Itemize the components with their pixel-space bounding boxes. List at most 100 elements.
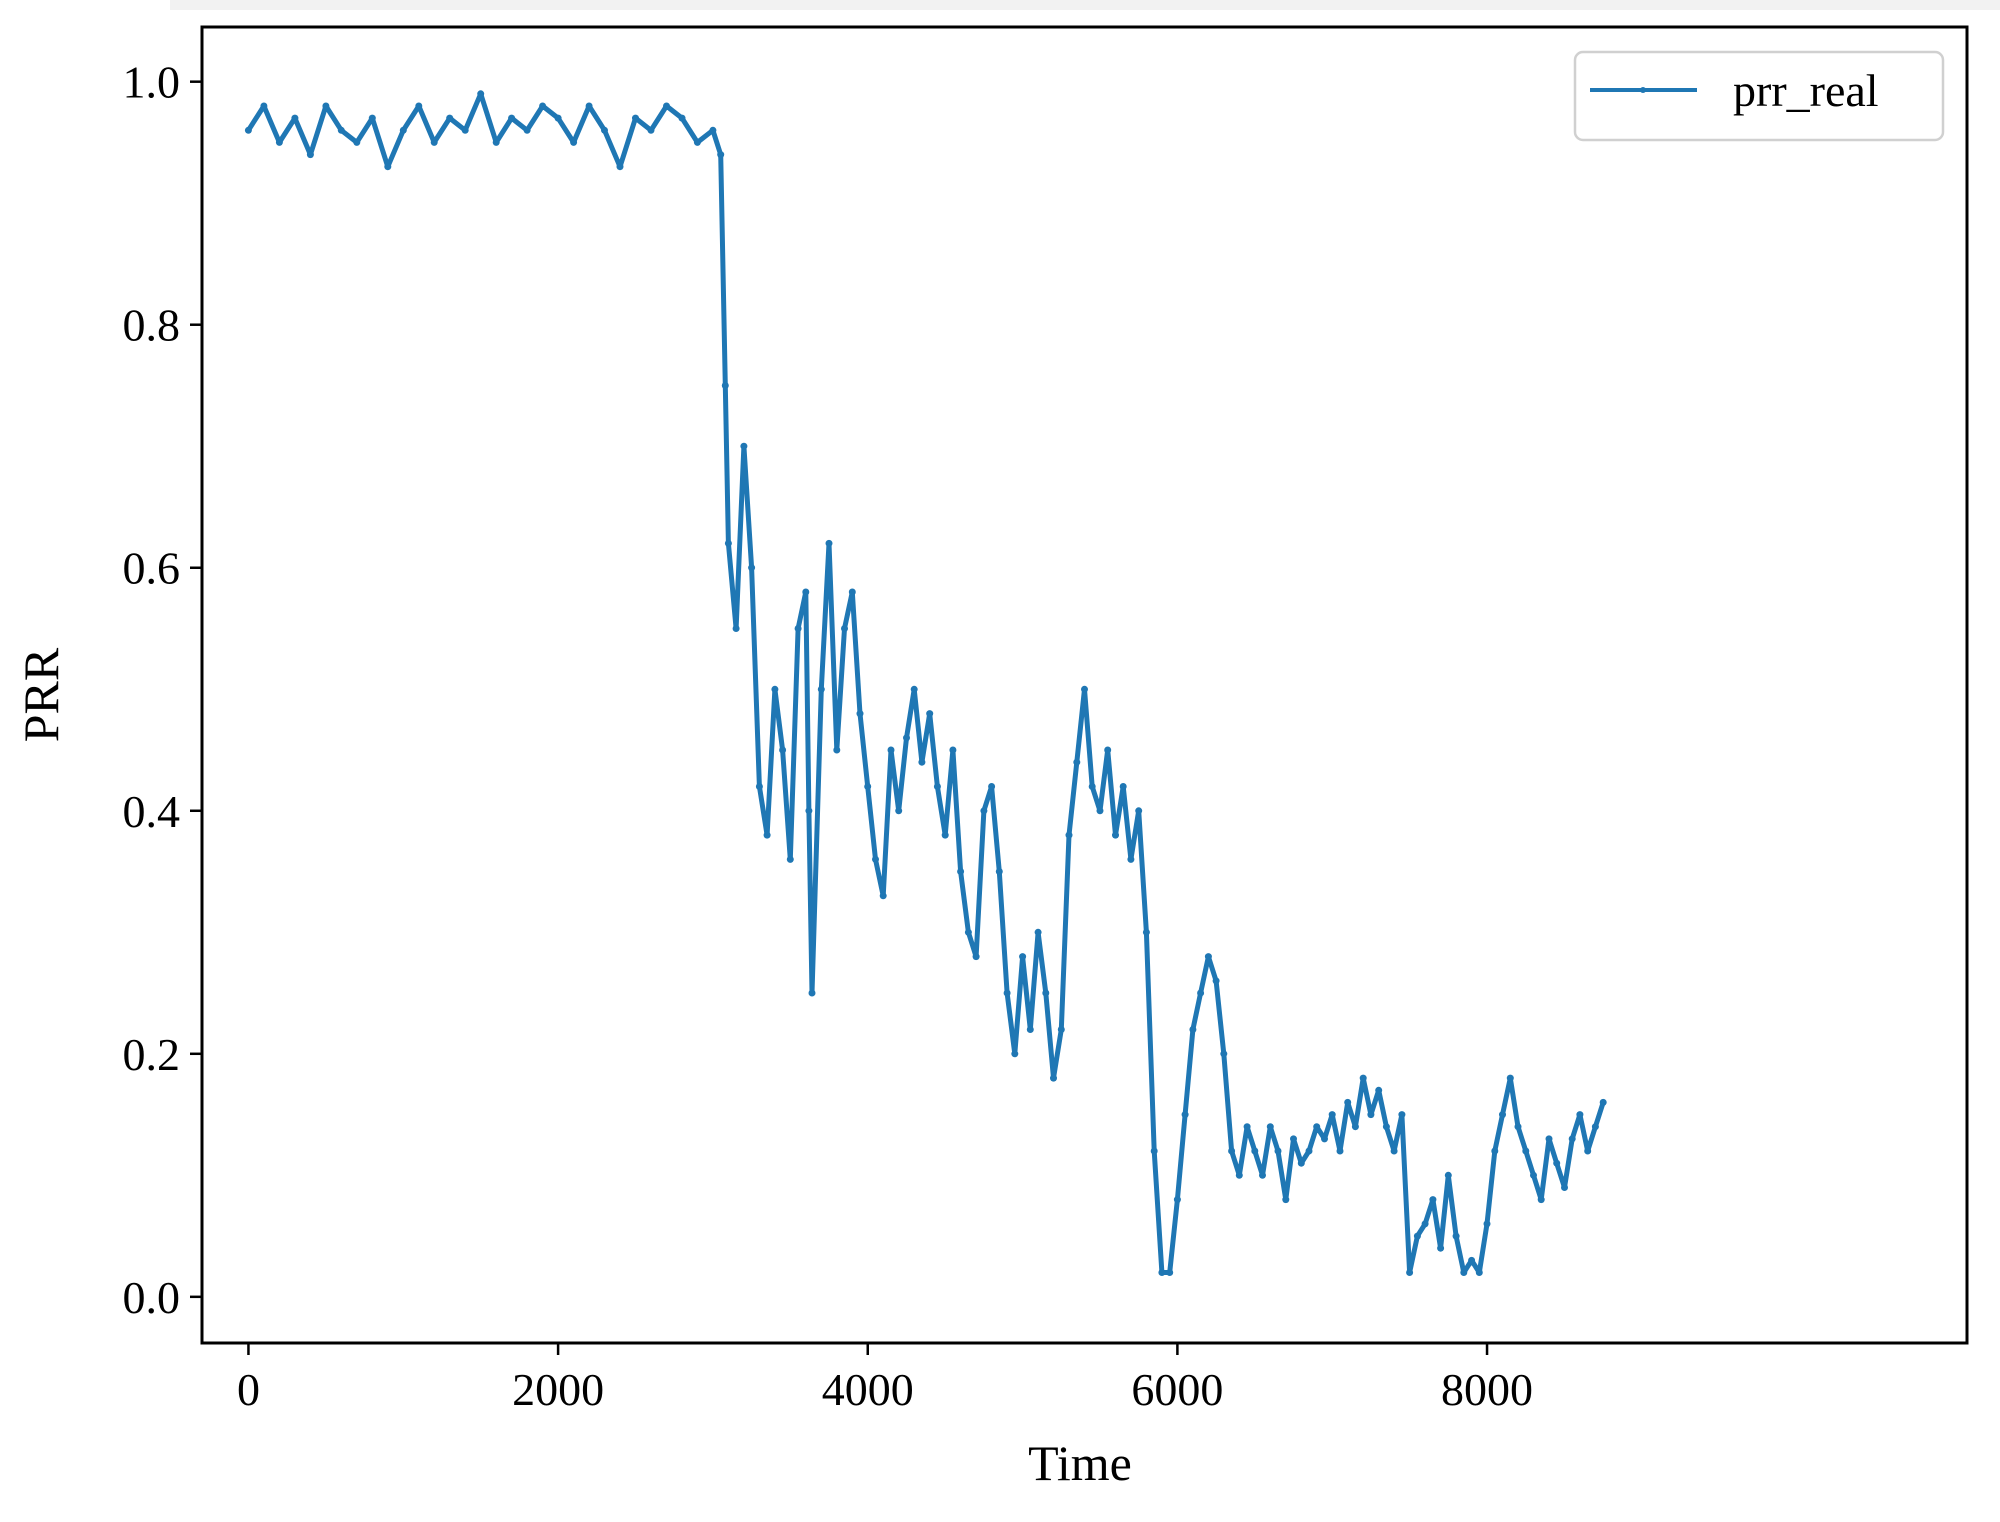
data-point — [1003, 989, 1011, 997]
data-point — [1344, 1098, 1352, 1106]
data-point — [872, 855, 879, 863]
data-point — [1282, 1196, 1290, 1204]
data-point — [1011, 1050, 1019, 1058]
data-point — [1042, 989, 1050, 997]
data-point — [933, 783, 941, 790]
data-point — [601, 126, 608, 134]
data-point — [1568, 1135, 1576, 1143]
data-point — [918, 758, 926, 766]
data-point — [1576, 1111, 1584, 1119]
data-point — [260, 102, 268, 110]
data-point — [1142, 928, 1150, 936]
data-point — [771, 685, 779, 693]
data-point — [384, 163, 392, 171]
data-point — [724, 539, 732, 547]
data-point — [461, 126, 469, 134]
data-point — [477, 90, 485, 98]
data-point — [910, 685, 918, 693]
data-point — [1251, 1147, 1259, 1155]
data-point — [1297, 1159, 1305, 1167]
data-point — [1390, 1147, 1398, 1155]
x-axis: 0 2000 4000 6000 8000 — [237, 1343, 1533, 1415]
data-point — [1499, 1111, 1506, 1119]
data-point — [1591, 1123, 1599, 1131]
data-point — [1073, 758, 1081, 766]
data-point — [1135, 807, 1143, 815]
data-point — [1220, 1050, 1228, 1058]
data-point — [879, 892, 887, 900]
data-point — [1026, 1026, 1034, 1033]
data-point — [1150, 1147, 1158, 1155]
series-line-prr-real — [246, 91, 1606, 1275]
data-point — [1359, 1074, 1367, 1082]
data-point — [570, 138, 578, 146]
data-point — [988, 783, 996, 790]
data-point — [1522, 1147, 1530, 1155]
data-point — [1599, 1098, 1607, 1106]
data-point — [693, 138, 701, 146]
data-point — [1127, 855, 1135, 863]
data-point — [732, 625, 740, 632]
data-point — [1274, 1147, 1282, 1155]
data-point — [678, 114, 686, 122]
data-point — [1065, 831, 1073, 839]
x-tick-label: 6000 — [1131, 1364, 1223, 1415]
data-point — [399, 126, 407, 134]
data-point — [1197, 989, 1205, 997]
data-point — [1119, 783, 1127, 790]
data-point — [779, 746, 787, 754]
data-point — [446, 114, 454, 122]
plot-area — [244, 90, 1607, 1276]
data-point — [1506, 1074, 1514, 1082]
legend-marker-swatch — [1640, 87, 1646, 93]
data-point — [508, 114, 516, 122]
series-layer — [244, 90, 1607, 1276]
data-point — [755, 783, 763, 790]
data-point — [856, 710, 864, 718]
data-point — [523, 126, 531, 134]
x-tick-label: 4000 — [822, 1364, 914, 1415]
data-point — [949, 746, 957, 754]
data-point — [1034, 928, 1042, 936]
y-tick-label: 1.0 — [123, 57, 181, 108]
data-point — [1413, 1232, 1421, 1240]
x-tick-label: 8000 — [1441, 1364, 1533, 1415]
data-point — [647, 126, 655, 134]
data-point — [1112, 831, 1119, 839]
data-point — [895, 807, 903, 815]
data-point — [721, 382, 729, 389]
data-point — [1514, 1123, 1522, 1131]
y-tick-label: 0.6 — [123, 543, 181, 594]
data-point — [1483, 1220, 1491, 1228]
data-point — [805, 807, 813, 815]
data-point — [1460, 1269, 1468, 1276]
data-point — [353, 138, 361, 146]
data-point — [275, 138, 283, 146]
data-point — [794, 625, 802, 632]
data-point — [663, 102, 670, 110]
data-point — [1530, 1171, 1537, 1179]
data-point — [825, 539, 833, 547]
data-point — [887, 746, 895, 754]
data-point — [1235, 1171, 1243, 1179]
data-point — [1321, 1135, 1328, 1143]
data-point — [817, 685, 825, 693]
data-point — [1212, 977, 1220, 985]
data-point — [1429, 1196, 1437, 1204]
legend-label: prr_real — [1733, 65, 1879, 116]
data-point — [1204, 953, 1212, 961]
data-point — [1561, 1184, 1568, 1191]
data-point — [492, 138, 500, 146]
data-point — [1158, 1269, 1166, 1276]
data-point — [786, 855, 794, 863]
x-tick-label: 0 — [237, 1364, 260, 1415]
data-point — [616, 163, 624, 171]
data-point — [802, 588, 810, 596]
data-point — [1104, 746, 1112, 754]
data-point — [430, 138, 438, 146]
data-point — [1305, 1147, 1313, 1155]
data-point — [1328, 1111, 1336, 1119]
data-point — [1398, 1111, 1406, 1119]
data-point — [995, 868, 1003, 875]
